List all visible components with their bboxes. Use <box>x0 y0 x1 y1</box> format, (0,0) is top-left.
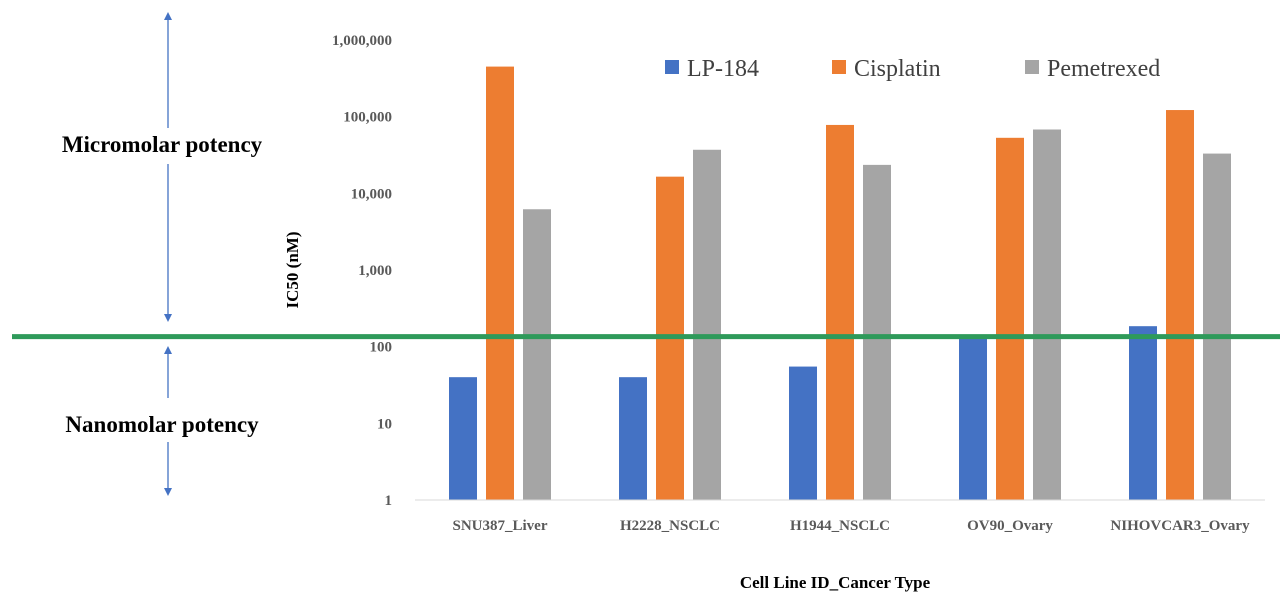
legend-swatch <box>665 60 679 74</box>
x-axis-title: Cell Line ID_Cancer Type <box>740 573 931 592</box>
y-axis-title: IC50 (nM) <box>283 232 302 309</box>
bars <box>449 66 1231 501</box>
x-tick-label: SNU387_Liver <box>453 518 548 534</box>
bar-cisplatin-4 <box>1166 110 1194 500</box>
bar-lp-184-0 <box>449 377 477 500</box>
legend-label: LP-184 <box>687 56 759 82</box>
bar-pemetrexed-1 <box>693 149 721 501</box>
legend-swatch <box>1025 60 1039 74</box>
y-axis-ticks: 1 10 100 1,000 10,000 100,000 1,000,000 <box>332 33 392 509</box>
x-tick-label: NIHOVCAR3_Ovary <box>1110 518 1250 534</box>
upper-annotation-label: Micromolar potency <box>62 132 263 157</box>
bar-lp-184-2 <box>789 366 817 500</box>
x-tick-label: H1944_NSCLC <box>790 518 890 534</box>
y-tick-label: 100,000 <box>343 110 392 126</box>
category-labels: SNU387_Liver H2228_NSCLC H1944_NSCLC OV90_O… <box>453 518 1251 534</box>
y-tick-label: 100 <box>370 340 393 356</box>
bar-lp-184-3 <box>959 336 987 500</box>
y-tick-label: 10 <box>377 416 392 432</box>
bar-lp-184-4 <box>1129 326 1157 500</box>
bar-cisplatin-0 <box>486 66 514 501</box>
legend-label: Cisplatin <box>854 56 941 82</box>
legend-swatch <box>832 60 846 74</box>
y-tick-label: 10,000 <box>351 186 392 202</box>
x-tick-label: OV90_Ovary <box>967 518 1053 534</box>
y-tick-label: 1,000,000 <box>332 33 392 49</box>
x-tick-label: H2228_NSCLC <box>620 518 720 534</box>
legend-label: Pemetrexed <box>1047 56 1160 82</box>
bar-pemetrexed-4 <box>1203 153 1231 500</box>
bar-pemetrexed-0 <box>523 209 551 500</box>
potency-annotations: Micromolar potency Nanomolar potency <box>62 12 263 496</box>
legend: LP-184 Cisplatin Pemetrexed <box>665 56 1160 82</box>
bar-pemetrexed-3 <box>1033 129 1061 501</box>
lower-annotation-label: Nanomolar potency <box>65 412 259 437</box>
bar-cisplatin-3 <box>996 137 1024 500</box>
bar-lp-184-1 <box>619 377 647 500</box>
y-tick-label: 1 <box>385 493 393 509</box>
bar-cisplatin-2 <box>826 124 854 500</box>
y-tick-label: 1,000 <box>358 263 392 279</box>
bar-pemetrexed-2 <box>863 164 891 500</box>
